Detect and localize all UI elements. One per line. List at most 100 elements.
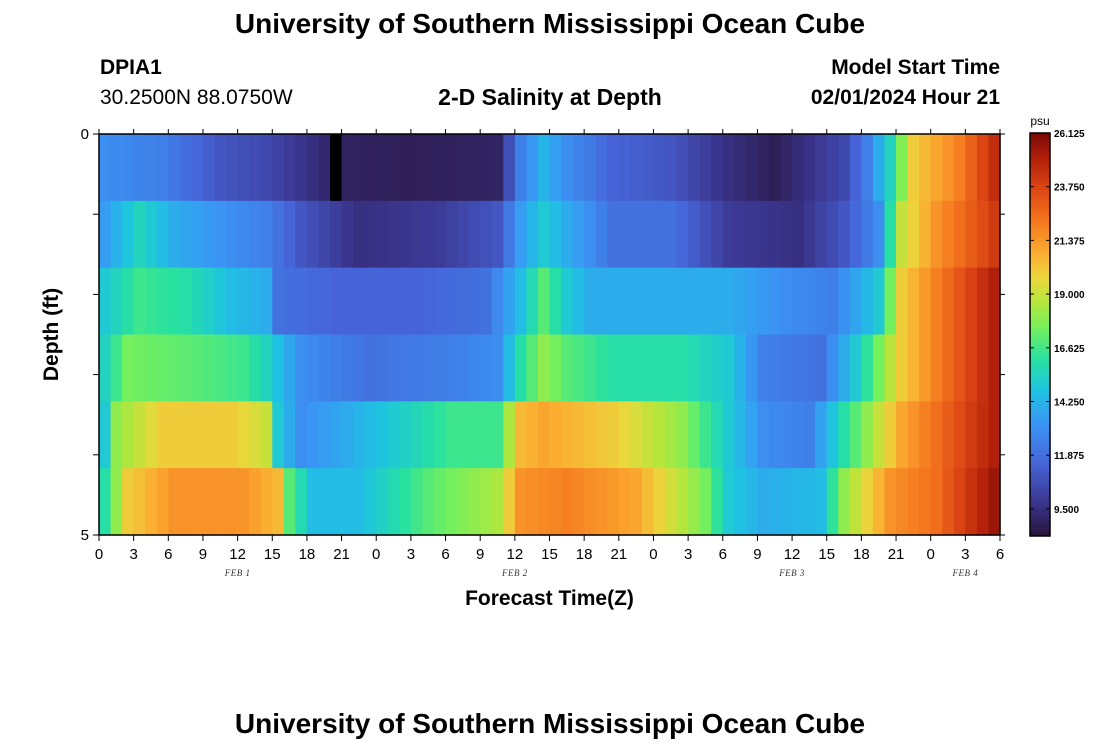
heatmap-cell: [133, 134, 146, 202]
heatmap-cell: [468, 134, 481, 202]
heatmap-cell: [988, 267, 1001, 336]
heatmap-cell: [295, 200, 308, 269]
heatmap-cell: [699, 468, 712, 536]
colorbar-segment: [1030, 532, 1050, 537]
heatmap-cell: [711, 200, 724, 269]
model-start-value: 02/01/2024 Hour 21: [810, 86, 1000, 109]
heatmap-cell: [202, 468, 216, 536]
colorbar-segment: [1030, 139, 1050, 144]
heatmap-cell: [665, 401, 678, 469]
heatmap-cell: [803, 200, 816, 269]
heatmap-cell: [526, 134, 539, 202]
heatmap-cell: [295, 334, 308, 402]
heatmap-cell: [988, 334, 1001, 402]
heatmap-cell: [364, 267, 377, 336]
heatmap-cell: [872, 468, 886, 536]
colorbar-segment: [1030, 505, 1050, 510]
heatmap-cell: [122, 401, 135, 469]
colorbar-segment: [1030, 519, 1050, 524]
heatmap-cell: [191, 468, 204, 536]
heatmap-cell: [757, 468, 770, 536]
heatmap-cell: [514, 200, 527, 269]
heatmap-cell: [815, 267, 828, 336]
heatmap-cell: [133, 267, 146, 336]
colorbar-segment: [1030, 247, 1050, 252]
heatmap-cell: [306, 134, 320, 202]
heatmap-cell: [988, 134, 1001, 202]
heatmap-cell: [410, 134, 424, 202]
heatmap-cell: [330, 401, 343, 469]
colorbar-segment: [1030, 374, 1050, 379]
colorbar-segment: [1030, 347, 1050, 352]
heatmap-cell: [641, 401, 655, 469]
heatmap-cell: [688, 134, 701, 202]
colorbar-segment: [1030, 257, 1050, 262]
heatmap-cell: [734, 200, 747, 269]
heatmap-cell: [561, 334, 574, 402]
heatmap-cell: [549, 401, 562, 469]
heatmap-cell: [607, 401, 620, 469]
x-tick-label: 0: [95, 546, 103, 563]
model-start-label: Model Start Time: [831, 56, 1000, 79]
heatmap-cell: [849, 200, 862, 269]
heatmap-cell: [353, 401, 366, 469]
colorbar-segment: [1030, 438, 1050, 443]
heatmap-cell: [306, 401, 320, 469]
heatmap-cell: [168, 200, 181, 269]
colorbar-segment: [1030, 435, 1050, 440]
heatmap-cell: [480, 401, 493, 469]
heatmap-cell: [110, 267, 123, 336]
heatmap-cell: [202, 334, 216, 402]
heatmap-cell: [110, 401, 123, 469]
heatmap-cell: [988, 468, 1001, 536]
heatmap-cell: [768, 468, 782, 536]
heatmap-cell: [838, 267, 851, 336]
heatmap-cell: [491, 267, 504, 336]
colorbar-segment: [1030, 193, 1050, 198]
heatmap-cell: [896, 334, 909, 402]
heatmap-cell: [561, 401, 574, 469]
heatmap-cell-no-data: [330, 134, 343, 202]
heatmap-cell: [884, 334, 897, 402]
x-axis-day-labels: FEB 1 FEB 2 FEB 3 FEB 4: [224, 568, 978, 578]
heatmap-cell: [179, 134, 193, 202]
heatmap-cell: [976, 134, 990, 202]
heatmap-cell: [399, 134, 412, 202]
x-tick-label: 18: [576, 546, 593, 563]
heatmap-cell: [572, 334, 585, 402]
colorbar-segment: [1030, 408, 1050, 413]
heatmap-cell: [145, 267, 158, 336]
colorbar-segment: [1030, 270, 1050, 275]
heatmap-cell: [433, 200, 447, 269]
heatmap-cell: [745, 401, 759, 469]
heatmap-cell: [884, 200, 897, 269]
heatmap-cell: [214, 468, 227, 536]
heatmap-cell: [953, 468, 966, 536]
heatmap-cell: [872, 134, 886, 202]
x-tick-label: 0: [649, 546, 657, 563]
heatmap-cell: [480, 334, 493, 402]
heatmap-cell: [919, 401, 932, 469]
colorbar-segment: [1030, 196, 1050, 201]
heatmap-cell: [711, 134, 724, 202]
colorbar-tick-label: 26.125: [1054, 129, 1085, 140]
heatmap-cell: [861, 468, 874, 536]
heatmap-cell: [422, 401, 435, 469]
heatmap-cell: [699, 401, 712, 469]
x-tick-label: 3: [407, 546, 415, 563]
colorbar-segment: [1030, 203, 1050, 208]
heatmap-cell: [179, 401, 193, 469]
heatmap-cell: [330, 267, 343, 336]
heatmap-cell: [226, 200, 239, 269]
x-axis-title: Forecast Time(Z): [465, 587, 634, 610]
colorbar-segment: [1030, 274, 1050, 278]
heatmap-cell: [826, 134, 839, 202]
heatmap-cell: [526, 401, 539, 469]
x-tick-label: 6: [441, 546, 449, 563]
heatmap-cell: [722, 468, 735, 536]
heatmap-cell: [168, 267, 181, 336]
heatmap-cell: [884, 468, 897, 536]
heatmap-cell: [249, 334, 262, 402]
heatmap-cell: [826, 401, 839, 469]
heatmap-cell: [942, 134, 955, 202]
